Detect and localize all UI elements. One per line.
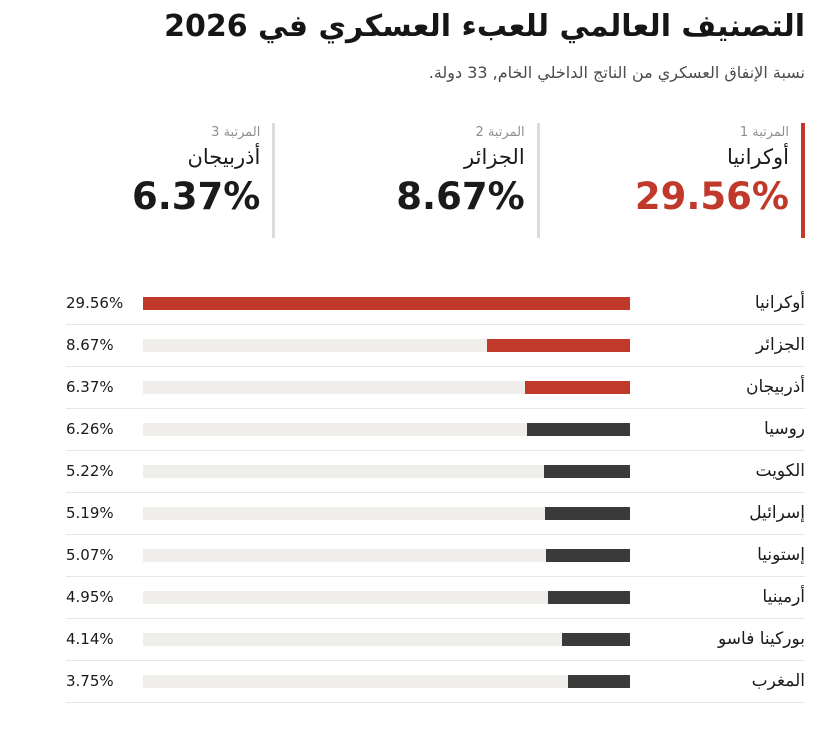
rank-value: 29.56% [634, 174, 789, 218]
bar-track [143, 506, 630, 520]
bar-track [143, 548, 630, 562]
chart-row: الكويت 5.22% [66, 451, 805, 493]
bar-fill [525, 380, 630, 394]
rank-card-2: المرتبة 2 الجزائر 8.67% [275, 122, 540, 238]
rank-country: أذربيجان [187, 144, 261, 169]
chart-row: إسرائيل 5.19% [66, 493, 805, 535]
country-label: إسرائيل [749, 503, 805, 523]
country-label: الجزائر [755, 335, 805, 355]
value-label: 4.95% [66, 588, 114, 606]
country-label: أذربيجان [745, 377, 805, 397]
value-label: 5.22% [66, 462, 114, 480]
bar-track [143, 338, 630, 352]
bar-track [143, 590, 630, 604]
rank-value: 8.67% [396, 174, 525, 218]
bar-track [143, 632, 630, 646]
rank-country: الجزائر [464, 144, 525, 169]
bar-fill [526, 422, 630, 436]
chart-row: أوكرانيا 29.56% [66, 283, 805, 325]
bar-fill [544, 464, 630, 478]
rank-card-1: المرتبة 1 أوكرانيا 29.56% [540, 122, 805, 238]
rank-card-3: المرتبة 3 أذربيجان 6.37% [11, 122, 276, 238]
chart-row: المغرب 3.75% [66, 661, 805, 703]
rank-country: أوكرانيا [727, 144, 789, 169]
bar-fill [568, 674, 630, 688]
rank-label: المرتبة 1 [739, 124, 789, 140]
rank-label: المرتبة 3 [211, 124, 261, 140]
chart-row: روسيا 6.26% [66, 409, 805, 451]
chart-row: أرمينيا 4.95% [66, 577, 805, 619]
bar-chart: أوكرانيا 29.56% الجزائر 8.67% أذربيجان 6.37% ر… [66, 283, 805, 703]
bar-track [143, 296, 630, 310]
country-label: إستونيا [757, 545, 805, 565]
bar-fill [544, 506, 630, 520]
bar-fill [561, 632, 630, 646]
country-label: أوكرانيا [754, 293, 805, 313]
value-label: 5.19% [66, 504, 114, 522]
infographic: التصنيف العالمي للعبء العسكري في 2026 نس… [11, 9, 805, 703]
country-label: بوركينا فاسو [718, 629, 805, 649]
value-label: 29.56% [66, 294, 124, 312]
country-label: المغرب [751, 671, 805, 691]
country-label: الكويت [755, 461, 806, 481]
country-label: أرمينيا [762, 587, 805, 607]
chart-row: إستونيا 5.07% [66, 535, 805, 577]
bar-track [143, 464, 630, 478]
top-ranks-section: المرتبة 1 أوكرانيا 29.56% المرتبة 2 الجز… [11, 122, 805, 238]
bar-track [143, 422, 630, 436]
bar-fill [546, 548, 630, 562]
value-label: 3.75% [66, 672, 114, 690]
rank-label: المرتبة 2 [475, 124, 525, 140]
bar-fill [548, 590, 630, 604]
value-label: 4.14% [66, 630, 114, 648]
chart-row: بوركينا فاسو 4.14% [66, 619, 805, 661]
bar-fill [487, 338, 630, 352]
value-label: 8.67% [66, 336, 114, 354]
bar-track [143, 380, 630, 394]
page-title: التصنيف العالمي للعبء العسكري في 2026 [164, 9, 805, 44]
value-label: 6.37% [66, 378, 114, 396]
chart-row: الجزائر 8.67% [66, 325, 805, 367]
bar-track [143, 674, 630, 688]
page-subtitle: نسبة الإنفاق العسكري من الناتج الداخلي ا… [428, 62, 805, 82]
value-label: 6.26% [66, 420, 114, 438]
rank-value: 6.37% [131, 174, 261, 218]
chart-row: أذربيجان 6.37% [66, 367, 805, 409]
value-label: 5.07% [66, 546, 114, 564]
bar-fill [143, 296, 630, 310]
country-label: روسيا [764, 419, 805, 439]
